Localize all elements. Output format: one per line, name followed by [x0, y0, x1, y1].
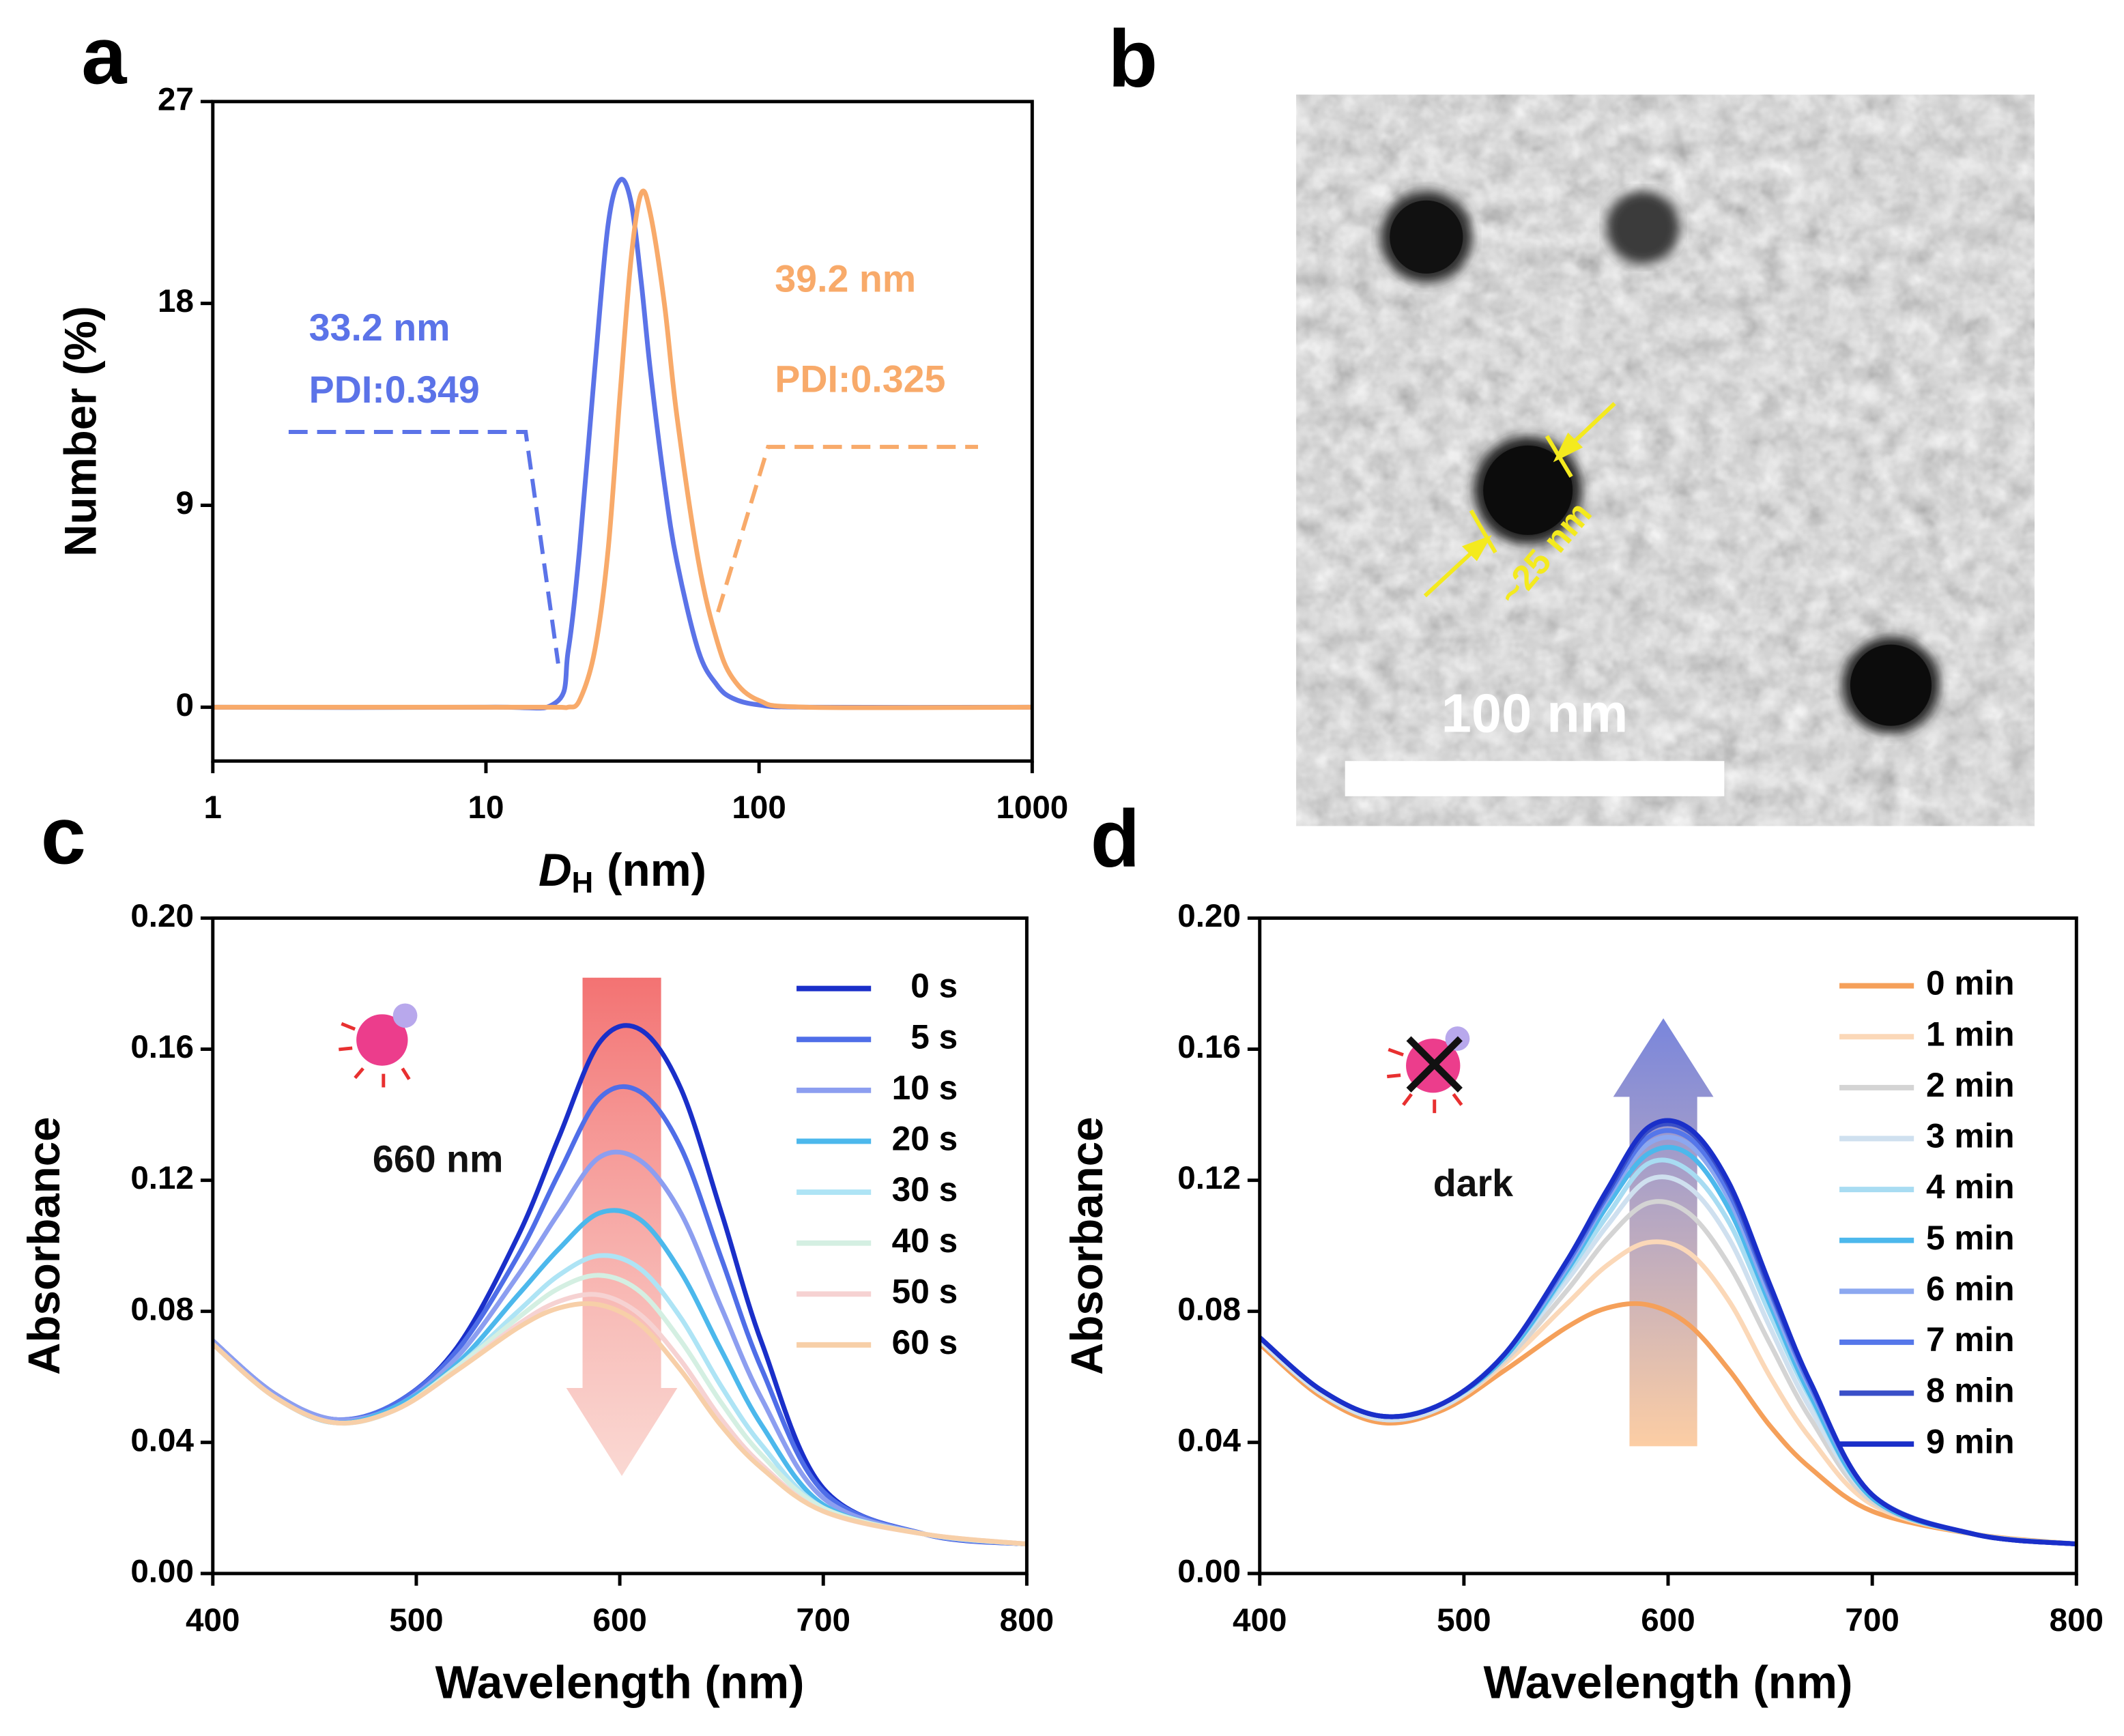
y-tick-label: 0.04 [1177, 1422, 1241, 1458]
x-tick-label: 600 [592, 1602, 646, 1638]
x-axis-label-unit: (nm) [607, 845, 706, 896]
y-axis-label: Absorbance [19, 1116, 69, 1374]
y-tick-label: 9 [176, 485, 194, 521]
particle [1483, 445, 1573, 535]
legend-label: 5 min [1926, 1219, 2015, 1257]
x-tick-label: 400 [1233, 1602, 1287, 1638]
y-tick-label: 0.16 [1177, 1029, 1241, 1065]
panel-label: a [81, 11, 127, 102]
annotation: 33.2 nm [309, 306, 450, 349]
panel-label: c [41, 791, 86, 882]
data-line [211, 1301, 1027, 1547]
y-tick-label: 0.00 [1177, 1553, 1241, 1589]
legend-label: 10 s [892, 1069, 958, 1107]
y-axis-label: Number (%) [56, 306, 106, 556]
light-bulb [339, 1003, 418, 1088]
legend-label: 0 s [910, 967, 958, 1005]
y-tick-label: 0.12 [1177, 1160, 1241, 1196]
x-axis-label-main: Wavelength (nm) [1484, 1657, 1853, 1708]
legend-label: 9 min [1926, 1422, 2015, 1460]
x-tick-label: 100 [732, 790, 786, 826]
y-tick-label: 0.08 [130, 1291, 194, 1327]
x-tick-label: 500 [1437, 1602, 1491, 1638]
x-axis-label: Wavelength (nm) [435, 1657, 805, 1708]
data-line [212, 188, 1033, 710]
x-tick-label: 1 [204, 790, 222, 826]
leader-line [288, 430, 560, 664]
legend-label: 3 min [1926, 1117, 2015, 1155]
x-tick-label: 10 [468, 790, 504, 826]
legend-label: 8 min [1926, 1372, 2015, 1410]
legend-label: 7 min [1926, 1320, 2015, 1359]
x-axis-label-sub: H [572, 865, 594, 899]
legend-label: 4 min [1926, 1168, 2015, 1206]
legend-label: 30 s [892, 1170, 958, 1209]
dark-bulb [1387, 1026, 1470, 1114]
x-axis-label: Wavelength (nm) [1484, 1657, 1853, 1708]
scale-bar [1345, 761, 1725, 796]
x-tick-label: 400 [186, 1602, 240, 1638]
x-tick-label: 500 [389, 1602, 443, 1638]
panel-label: d [1091, 794, 1140, 884]
legend-label: 50 s [892, 1272, 958, 1310]
legend-label: 6 min [1926, 1269, 2015, 1307]
annotation: 39.2 nm [775, 257, 916, 300]
y-tick-label: 0.20 [130, 898, 194, 934]
increase-arrow [1613, 1018, 1714, 1447]
data-line [1258, 1301, 2077, 1547]
y-tick-label: 0.08 [1177, 1291, 1241, 1327]
x-tick-label: 800 [2050, 1602, 2104, 1638]
y-axis-label: Absorbance [1062, 1116, 1112, 1374]
tem-image: 100 nm ~25 nm [1296, 94, 2035, 826]
x-tick-label: 1000 [996, 790, 1068, 826]
data-line [1258, 1118, 2077, 1547]
y-tick-label: 27 [158, 81, 194, 117]
x-tick-label: 800 [1000, 1602, 1054, 1638]
x-tick-label: 700 [1845, 1602, 1899, 1638]
y-tick-label: 18 [158, 283, 194, 319]
particle [1390, 200, 1463, 274]
y-tick-label: 0 [176, 687, 194, 723]
y-tick-label: 0.20 [1177, 898, 1241, 934]
size-marker [1423, 402, 1616, 598]
scale-bar-label: 100 nm [1441, 683, 1628, 744]
y-tick-label: 0.00 [130, 1553, 194, 1589]
legend-label: 40 s [892, 1221, 958, 1260]
particle [1606, 190, 1680, 264]
y-tick-label: 0.16 [130, 1029, 194, 1065]
legend-label: 20 s [892, 1120, 958, 1158]
x-axis-label: DH (nm) [539, 845, 706, 899]
annotation: dark [1433, 1162, 1513, 1204]
particle [1850, 644, 1932, 726]
annotation: PDI:0.349 [309, 368, 480, 411]
annotation: PDI:0.325 [775, 358, 945, 400]
legend-label: 1 min [1926, 1015, 2015, 1053]
legend-label: 60 s [892, 1323, 958, 1361]
y-tick-label: 0.12 [130, 1160, 194, 1196]
legend-label: 0 min [1926, 964, 2015, 1002]
x-tick-label: 700 [796, 1602, 850, 1638]
y-tick-label: 0.04 [130, 1422, 194, 1458]
plot-frame [211, 100, 1034, 763]
legend-label: 2 min [1926, 1066, 2015, 1104]
leader-line [716, 444, 978, 613]
x-axis-label-main: Wavelength (nm) [435, 1657, 805, 1708]
annotation: 660 nm [373, 1138, 503, 1180]
panel-label: b [1108, 14, 1158, 104]
legend-label: 5 s [910, 1017, 958, 1056]
x-axis-label-main: D [539, 845, 572, 896]
x-tick-label: 600 [1641, 1602, 1695, 1638]
